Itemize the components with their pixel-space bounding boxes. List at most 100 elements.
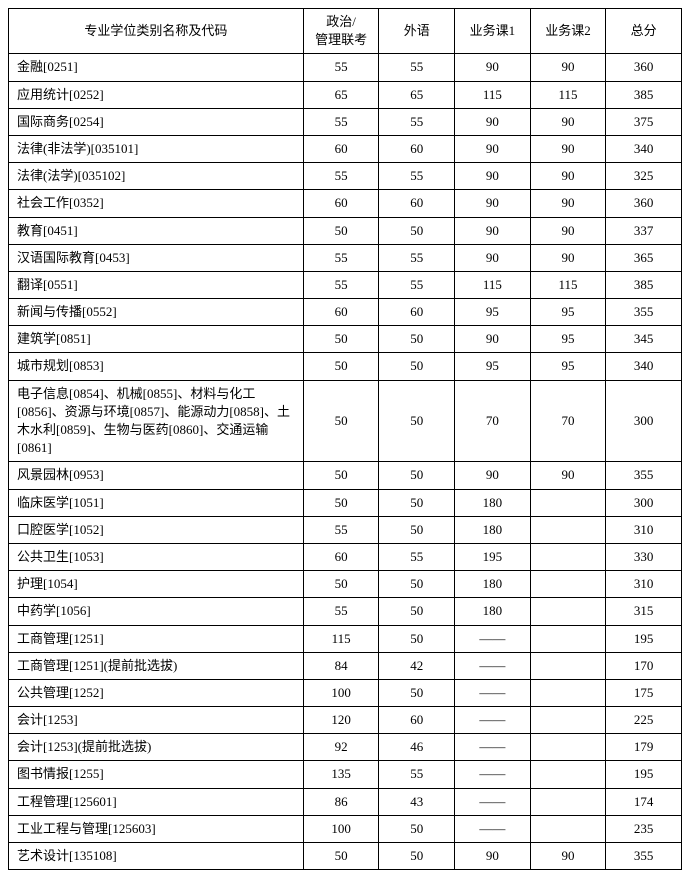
cell-value: 300 (606, 489, 682, 516)
cell-value (530, 734, 606, 761)
cell-value: 180 (455, 571, 531, 598)
table-row: 法律(法学)[035102]55559090325 (9, 163, 682, 190)
cell-value: 90 (530, 135, 606, 162)
cell-value: 60 (379, 135, 455, 162)
cell-value: 84 (303, 652, 379, 679)
cell-name: 中药学[1056] (9, 598, 304, 625)
table-row: 工商管理[1251](提前批选拔)8442——170 (9, 652, 682, 679)
cell-value: 330 (606, 543, 682, 570)
cell-value: 90 (530, 108, 606, 135)
table-row: 工业工程与管理[125603]10050——235 (9, 815, 682, 842)
cell-value: 375 (606, 108, 682, 135)
cell-name: 会计[1253] (9, 707, 304, 734)
cell-value: 55 (379, 271, 455, 298)
cell-value: 385 (606, 271, 682, 298)
cell-value: 337 (606, 217, 682, 244)
table-row: 会计[1253](提前批选拔)9246——179 (9, 734, 682, 761)
cell-value (530, 788, 606, 815)
cell-name: 法律(非法学)[035101] (9, 135, 304, 162)
cell-value: 360 (606, 54, 682, 81)
cell-value: 55 (379, 108, 455, 135)
cell-value: —— (455, 788, 531, 815)
cell-value (530, 516, 606, 543)
cell-name: 图书情报[1255] (9, 761, 304, 788)
cell-value: 120 (303, 707, 379, 734)
cell-value: 315 (606, 598, 682, 625)
cell-value: 95 (530, 299, 606, 326)
cell-value: 90 (455, 843, 531, 870)
cell-value: 179 (606, 734, 682, 761)
cell-value: 235 (606, 815, 682, 842)
cell-value: 95 (530, 353, 606, 380)
cell-value: 115 (455, 81, 531, 108)
col-header-name: 专业学位类别名称及代码 (9, 9, 304, 54)
cell-value (530, 598, 606, 625)
cell-value: 300 (606, 380, 682, 462)
col-header-course1: 业务课1 (455, 9, 531, 54)
table-row: 艺术设计[135108]50509090355 (9, 843, 682, 870)
cell-value: 50 (379, 843, 455, 870)
cell-value (530, 652, 606, 679)
cell-value (530, 571, 606, 598)
cell-value: 50 (303, 571, 379, 598)
cell-value: 92 (303, 734, 379, 761)
cell-value: 60 (379, 707, 455, 734)
col-header-politics: 政治/ 管理联考 (303, 9, 379, 54)
cell-value: 95 (455, 299, 531, 326)
table-row: 电子信息[0854]、机械[0855]、材料与化工[0856]、资源与环境[08… (9, 380, 682, 462)
cell-name: 会计[1253](提前批选拔) (9, 734, 304, 761)
cell-name: 公共卫生[1053] (9, 543, 304, 570)
col-header-total: 总分 (606, 9, 682, 54)
col-header-foreign: 外语 (379, 9, 455, 54)
cell-value: 50 (379, 326, 455, 353)
table-row: 风景园林[0953]50509090355 (9, 462, 682, 489)
cell-name: 城市规划[0853] (9, 353, 304, 380)
cell-value: 90 (530, 54, 606, 81)
cell-value: 55 (303, 163, 379, 190)
cell-name: 风景园林[0953] (9, 462, 304, 489)
cell-name: 建筑学[0851] (9, 326, 304, 353)
table-row: 社会工作[0352]60609090360 (9, 190, 682, 217)
score-table: 专业学位类别名称及代码 政治/ 管理联考 外语 业务课1 业务课2 总分 金融[… (8, 8, 682, 870)
cell-name: 工业工程与管理[125603] (9, 815, 304, 842)
cell-value: 340 (606, 353, 682, 380)
cell-name: 翻译[0551] (9, 271, 304, 298)
table-row: 公共管理[1252]10050——175 (9, 679, 682, 706)
cell-value: 90 (530, 462, 606, 489)
cell-name: 工商管理[1251](提前批选拔) (9, 652, 304, 679)
cell-value: 90 (530, 163, 606, 190)
cell-value: 50 (303, 217, 379, 244)
cell-value: 195 (455, 543, 531, 570)
cell-value: 195 (606, 625, 682, 652)
cell-value: 60 (303, 299, 379, 326)
cell-value (530, 761, 606, 788)
table-header: 专业学位类别名称及代码 政治/ 管理联考 外语 业务课1 业务课2 总分 (9, 9, 682, 54)
cell-value: 345 (606, 326, 682, 353)
table-row: 图书情报[1255]13555——195 (9, 761, 682, 788)
table-row: 金融[0251]55559090360 (9, 54, 682, 81)
cell-value: 50 (379, 217, 455, 244)
cell-value: 310 (606, 571, 682, 598)
cell-name: 社会工作[0352] (9, 190, 304, 217)
cell-value: 55 (303, 244, 379, 271)
cell-value: —— (455, 815, 531, 842)
cell-name: 教育[0451] (9, 217, 304, 244)
cell-value (530, 543, 606, 570)
cell-value: 90 (455, 326, 531, 353)
cell-value: 50 (379, 380, 455, 462)
cell-value: 50 (379, 516, 455, 543)
cell-value: 42 (379, 652, 455, 679)
cell-value: 50 (303, 462, 379, 489)
cell-value: 310 (606, 516, 682, 543)
table-row: 工商管理[1251]11550——195 (9, 625, 682, 652)
cell-value: 55 (303, 598, 379, 625)
cell-value: 95 (455, 353, 531, 380)
cell-value: 90 (455, 135, 531, 162)
cell-value: 50 (379, 598, 455, 625)
cell-value (530, 707, 606, 734)
cell-value: 50 (379, 489, 455, 516)
cell-value: 90 (455, 462, 531, 489)
cell-value: 355 (606, 462, 682, 489)
cell-value: 50 (303, 843, 379, 870)
cell-value: 95 (530, 326, 606, 353)
